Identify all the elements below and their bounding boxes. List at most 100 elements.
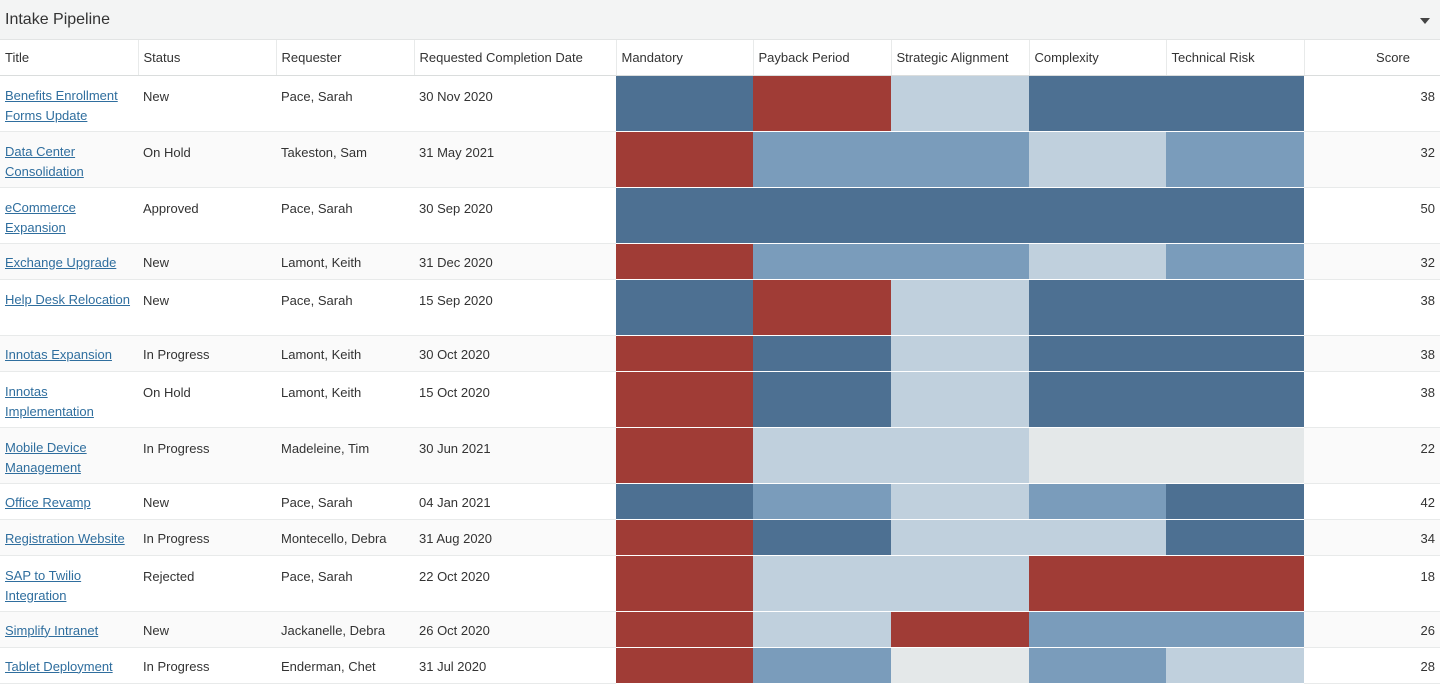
heat-cell-mandatory <box>616 279 753 336</box>
title-cell: eCommerce Expansion <box>0 187 138 244</box>
heat-block <box>616 243 753 278</box>
project-title-link[interactable]: Help Desk Relocation <box>5 291 131 307</box>
title-cell: Help Desk Relocation <box>0 279 138 336</box>
table-row[interactable]: Help Desk Relocation New Pace, Sarah 15 Sep… <box>0 279 1440 336</box>
column-header-date[interactable]: Requested Completion Date <box>414 40 617 76</box>
column-header-complexity[interactable]: Complexity <box>1029 40 1167 76</box>
heat-block <box>616 279 753 334</box>
table-row[interactable]: Benefits Enrollment Forms Update New Pace,… <box>0 75 1440 132</box>
status-cell: New <box>138 279 276 336</box>
status-cell: Rejected <box>138 555 276 612</box>
heat-block <box>891 371 1029 426</box>
requester-cell: Pace, Sarah <box>276 75 414 132</box>
heat-cell-strategic <box>891 131 1029 188</box>
heat-cell-payback <box>753 335 891 372</box>
date-cell: 22 Oct 2020 <box>414 555 616 612</box>
project-title-link[interactable]: Tablet Deployment <box>5 658 113 674</box>
project-title-link[interactable]: Office Revamp <box>5 494 91 510</box>
score-cell: 42 <box>1304 483 1440 520</box>
heat-cell-payback <box>753 243 891 280</box>
heat-cell-risk <box>1166 187 1304 244</box>
score-cell: 38 <box>1304 279 1440 336</box>
status-cell: New <box>138 75 276 132</box>
heat-cell-strategic <box>891 427 1029 484</box>
heat-block <box>1166 371 1304 426</box>
column-header-risk[interactable]: Technical Risk <box>1166 40 1305 76</box>
heat-block <box>616 371 753 426</box>
score-cell: 28 <box>1304 647 1440 684</box>
heat-cell-complexity <box>1029 243 1166 280</box>
column-header-strategic[interactable]: Strategic Alignment <box>891 40 1030 76</box>
project-title-link[interactable]: eCommerce Expansion <box>5 199 76 235</box>
heat-cell-payback <box>753 131 891 188</box>
table-row[interactable]: Innotas Expansion In Progress Lamont, Keit… <box>0 335 1440 372</box>
score-cell: 34 <box>1304 519 1440 556</box>
column-header-score[interactable]: Score <box>1304 40 1440 76</box>
heat-block <box>1166 243 1304 278</box>
column-header-payback[interactable]: Payback Period <box>753 40 892 76</box>
heat-cell-strategic <box>891 187 1029 244</box>
heat-block <box>616 75 753 130</box>
status-cell: New <box>138 611 276 648</box>
heat-block <box>753 427 891 482</box>
title-cell: Tablet Deployment <box>0 647 138 684</box>
heat-block <box>616 555 753 610</box>
column-header-status[interactable]: Status <box>138 40 277 76</box>
column-header-mandatory[interactable]: Mandatory <box>616 40 754 76</box>
title-cell: Registration Website <box>0 519 138 556</box>
heat-cell-strategic <box>891 555 1029 612</box>
heat-block <box>891 427 1029 482</box>
heat-block <box>1029 335 1166 370</box>
table-row[interactable]: Innotas Implementation On Hold Lamont, Kei… <box>0 371 1440 428</box>
heat-block <box>616 187 753 242</box>
status-cell: In Progress <box>138 427 276 484</box>
table-row[interactable]: Data Center Consolidation On Hold Takeston… <box>0 131 1440 188</box>
heat-block <box>1029 555 1166 610</box>
heat-block <box>1166 483 1304 518</box>
heat-cell-mandatory <box>616 131 753 188</box>
heat-cell-payback <box>753 187 891 244</box>
table-row[interactable]: SAP to Twilio Integration Rejected Pace, S… <box>0 555 1440 612</box>
project-title-link[interactable]: Data Center Consolidation <box>5 143 84 179</box>
heat-cell-complexity <box>1029 427 1166 484</box>
table-row[interactable]: Registration Website In Progress Montecell… <box>0 519 1440 556</box>
requester-cell: Pace, Sarah <box>276 483 414 520</box>
table-row[interactable]: Office Revamp New Pace, Sarah 04 Jan 2021 42 <box>0 483 1440 520</box>
table-row[interactable]: Exchange Upgrade New Lamont, Keith 31 Dec 2… <box>0 243 1440 280</box>
project-title-link[interactable]: Registration Website <box>5 530 125 546</box>
chevron-down-icon[interactable] <box>1410 0 1440 40</box>
heat-cell-mandatory <box>616 647 753 684</box>
heat-cell-payback <box>753 279 891 336</box>
heat-cell-risk <box>1166 483 1304 520</box>
status-cell: In Progress <box>138 519 276 556</box>
heat-block <box>753 279 891 334</box>
column-header-requester[interactable]: Requester <box>276 40 415 76</box>
heat-cell-complexity <box>1029 519 1166 556</box>
heat-block <box>1166 335 1304 370</box>
heat-block <box>891 335 1029 370</box>
project-title-link[interactable]: Innotas Expansion <box>5 346 112 362</box>
score-cell: 32 <box>1304 243 1440 280</box>
project-title-link[interactable]: Innotas Implementation <box>5 383 94 419</box>
heat-block <box>753 371 891 426</box>
title-cell: Office Revamp <box>0 483 138 520</box>
table-row[interactable]: Tablet Deployment In Progress Enderman, Ch… <box>0 647 1440 684</box>
project-title-link[interactable]: Simplify Intranet <box>5 622 99 638</box>
table-row[interactable]: Simplify Intranet New Jackanelle, Debra 26 … <box>0 611 1440 648</box>
project-title-link[interactable]: SAP to Twilio Integration <box>5 567 82 603</box>
heat-block <box>753 243 891 278</box>
column-header-title[interactable]: Title <box>0 40 139 76</box>
table-row[interactable]: Mobile Device Management In Progress Madel… <box>0 427 1440 484</box>
requester-cell: Pace, Sarah <box>276 555 414 612</box>
heat-block <box>1029 483 1166 518</box>
project-title-link[interactable]: Benefits Enrollment Forms Update <box>5 87 118 123</box>
table-row[interactable]: eCommerce Expansion Approved Pace, Sarah 30… <box>0 187 1440 244</box>
heat-block <box>1166 75 1304 130</box>
project-title-link[interactable]: Mobile Device Management <box>5 439 87 475</box>
project-title-link[interactable]: Exchange Upgrade <box>5 254 117 270</box>
heat-cell-mandatory <box>616 371 753 428</box>
heat-block <box>753 131 891 186</box>
heat-cell-mandatory <box>616 611 753 648</box>
heat-cell-payback <box>753 611 891 648</box>
score-cell: 38 <box>1304 371 1440 428</box>
